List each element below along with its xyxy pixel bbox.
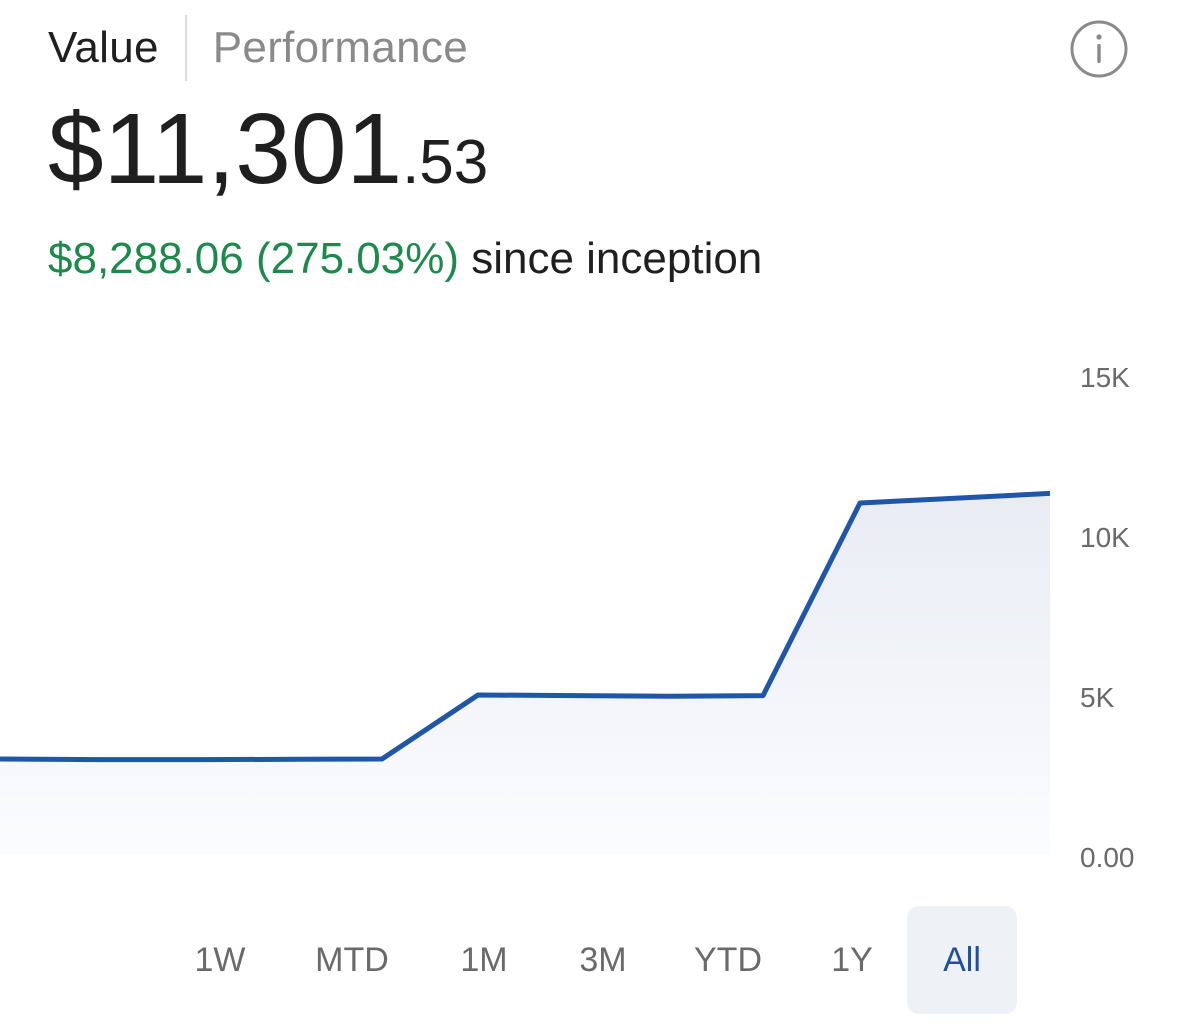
range-all[interactable]: All [907,906,1017,1014]
y-tick-label: 5K [1080,682,1115,713]
portfolio-value: $11,301 .53 [48,98,488,200]
y-tick-label: 10K [1080,522,1130,553]
change-suffix: since inception [458,234,763,283]
y-tick-label: 15K [1080,362,1130,393]
range-mtd[interactable]: MTD [315,940,389,979]
range-3m[interactable]: 3M [579,940,627,979]
tab-performance[interactable]: Performance [212,23,468,72]
chart-area-fill [0,493,1050,855]
tab-value[interactable]: Value [48,23,159,72]
y-tick-label: 0.00 [1080,842,1135,873]
change-since-inception: $8,288.06 (275.03%) since inception [48,234,763,283]
value-chart: 15K 10K 5K 0.00 [0,362,1135,873]
change-amount: $8,288.06 (275.03%) [48,234,459,283]
info-circle-icon [1070,20,1128,78]
time-range-selector: 1W MTD 1M 3M YTD 1Y All [0,906,1179,1016]
range-1w[interactable]: 1W [194,940,246,979]
portfolio-value-dollars: $11,301 [48,93,403,205]
chart-value-line [0,490,1051,763]
tab-divider [184,15,187,81]
portfolio-value-cents: .53 [402,128,489,197]
range-1y[interactable]: 1Y [831,940,873,979]
info-icon[interactable] [1070,20,1128,78]
range-ytd[interactable]: YTD [694,940,762,979]
range-1m[interactable]: 1M [460,940,508,979]
view-tabs: Value Performance [48,14,468,82]
